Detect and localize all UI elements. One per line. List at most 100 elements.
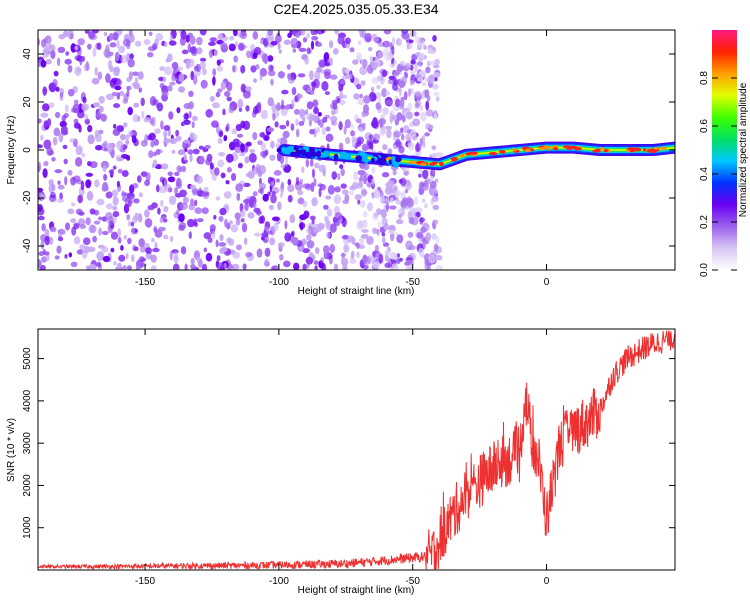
top-y-tick-label: 0 <box>22 147 33 153</box>
noise-blob <box>89 161 98 169</box>
noise-blob <box>252 52 258 59</box>
noise-blob <box>59 192 63 200</box>
noise-blob <box>323 204 329 210</box>
noise-blob <box>145 247 153 254</box>
noise-blob <box>183 159 189 164</box>
noise-blob <box>116 157 124 162</box>
noise-blob <box>260 109 268 120</box>
noise-blob <box>216 262 224 270</box>
noise-blob <box>246 50 252 59</box>
noise-blob <box>406 41 410 50</box>
noise-blob <box>400 127 404 134</box>
noise-blob <box>77 68 82 73</box>
noise-blob <box>103 31 108 37</box>
noise-blob <box>212 76 216 86</box>
noise-blob <box>410 59 416 65</box>
noise-blob <box>116 140 124 151</box>
noise-blob <box>345 37 351 45</box>
noise-blob <box>433 72 441 78</box>
noise-blob <box>169 250 173 261</box>
noise-blob <box>350 123 355 130</box>
noise-blob <box>108 51 114 57</box>
noise-blob <box>383 198 392 203</box>
noise-blob <box>249 148 255 154</box>
noise-blob <box>38 204 43 212</box>
noise-blob <box>349 258 357 265</box>
noise-blob <box>198 145 204 150</box>
noise-blob <box>409 30 417 38</box>
noise-blob <box>277 71 285 79</box>
noise-blob <box>101 185 108 192</box>
noise-blob <box>345 136 351 145</box>
noise-blob <box>277 151 281 162</box>
noise-blob <box>338 121 343 131</box>
noise-blob <box>163 205 169 213</box>
noise-blob <box>192 148 200 155</box>
noise-blob <box>405 259 414 265</box>
noise-blob <box>224 91 231 97</box>
noise-blob <box>301 238 307 244</box>
noise-blob <box>193 222 199 228</box>
noise-blob <box>414 91 422 97</box>
noise-blob <box>168 111 174 120</box>
noise-blob <box>389 205 397 210</box>
snr-background <box>38 329 675 570</box>
noise-blob <box>50 50 56 60</box>
noise-blob <box>119 90 125 96</box>
noise-blob <box>423 45 428 50</box>
noise-blob <box>382 107 389 115</box>
noise-blob <box>39 192 43 199</box>
noise-blob <box>138 192 143 198</box>
noise-blob <box>123 203 130 214</box>
noise-blob <box>239 31 248 40</box>
noise-blob <box>55 86 60 92</box>
noise-blob <box>396 258 401 264</box>
noise-blob <box>105 203 113 210</box>
noise-blob <box>91 77 100 85</box>
noise-blob <box>67 208 75 215</box>
noise-blob <box>380 208 387 219</box>
noise-blob <box>154 128 161 134</box>
noise-blob <box>424 132 430 137</box>
noise-blob <box>131 81 140 88</box>
noise-blob <box>44 45 50 55</box>
noise-blob <box>295 32 300 39</box>
noise-blob <box>415 211 421 218</box>
noise-blob <box>421 81 427 86</box>
noise-blob <box>215 239 219 248</box>
noise-blob <box>306 32 310 39</box>
noise-blob <box>168 40 177 46</box>
noise-blob <box>260 187 264 195</box>
noise-blob <box>82 237 91 245</box>
noise-blob <box>405 133 411 142</box>
noise-blob <box>219 247 225 254</box>
noise-blob <box>354 242 360 247</box>
noise-blob <box>87 124 93 133</box>
noise-blob <box>253 78 257 83</box>
noise-blob <box>429 180 437 190</box>
noise-blob <box>96 251 105 261</box>
noise-blob <box>291 98 295 109</box>
noise-blob <box>67 169 73 176</box>
noise-blob <box>345 73 353 80</box>
noise-blob <box>138 238 145 248</box>
noise-blob <box>283 39 291 45</box>
noise-blob <box>425 100 430 111</box>
noise-blob <box>396 219 404 225</box>
noise-blob <box>384 262 391 268</box>
noise-blob <box>306 240 315 249</box>
noise-blob <box>75 208 83 215</box>
top-y-axis-label: Frequency (Hz) <box>6 116 17 185</box>
noise-blob <box>434 76 438 82</box>
noise-blob <box>276 102 281 112</box>
noise-blob <box>361 229 369 233</box>
noise-blob <box>353 93 360 100</box>
noise-blob <box>160 120 164 130</box>
noise-blob <box>271 216 280 222</box>
noise-blob <box>52 78 58 89</box>
ridge-hotspot <box>646 149 651 153</box>
noise-blob <box>130 221 135 227</box>
noise-blob <box>395 200 402 205</box>
noise-blob <box>407 231 414 238</box>
noise-blob <box>277 43 281 50</box>
